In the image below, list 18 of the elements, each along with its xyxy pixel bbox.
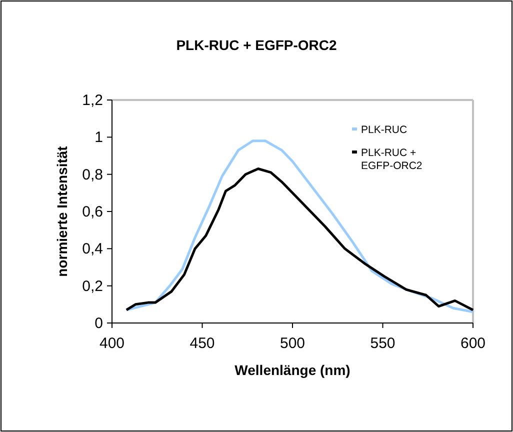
legend-label: PLK-RUC + EGFP-ORC2 <box>361 147 422 172</box>
y-tick-label: 0 <box>94 315 103 332</box>
x-tick-label: 500 <box>280 335 306 352</box>
y-tick-label: 0,8 <box>82 166 103 184</box>
chart-title: PLK-RUC + EGFP-ORC2 <box>176 37 338 53</box>
x-tick-label: 600 <box>460 335 486 352</box>
y-tick-label: 1,2 <box>82 92 103 109</box>
y-tick-label: 0,4 <box>82 240 103 258</box>
y-tick-label: 0,2 <box>82 278 103 295</box>
x-axis-title: Wellenlänge (nm) <box>234 362 350 378</box>
x-tick-label: 400 <box>99 335 125 352</box>
y-tick-label: 0,6 <box>82 204 103 220</box>
y-axis-title: normierte Intensität <box>54 146 70 277</box>
line-series <box>125 168 474 312</box>
y-tick-label: 1 <box>94 129 103 146</box>
x-tick-label: 450 <box>190 335 215 352</box>
legend-label: PLK-RUC <box>361 124 408 136</box>
x-tick-label: 550 <box>370 335 396 352</box>
